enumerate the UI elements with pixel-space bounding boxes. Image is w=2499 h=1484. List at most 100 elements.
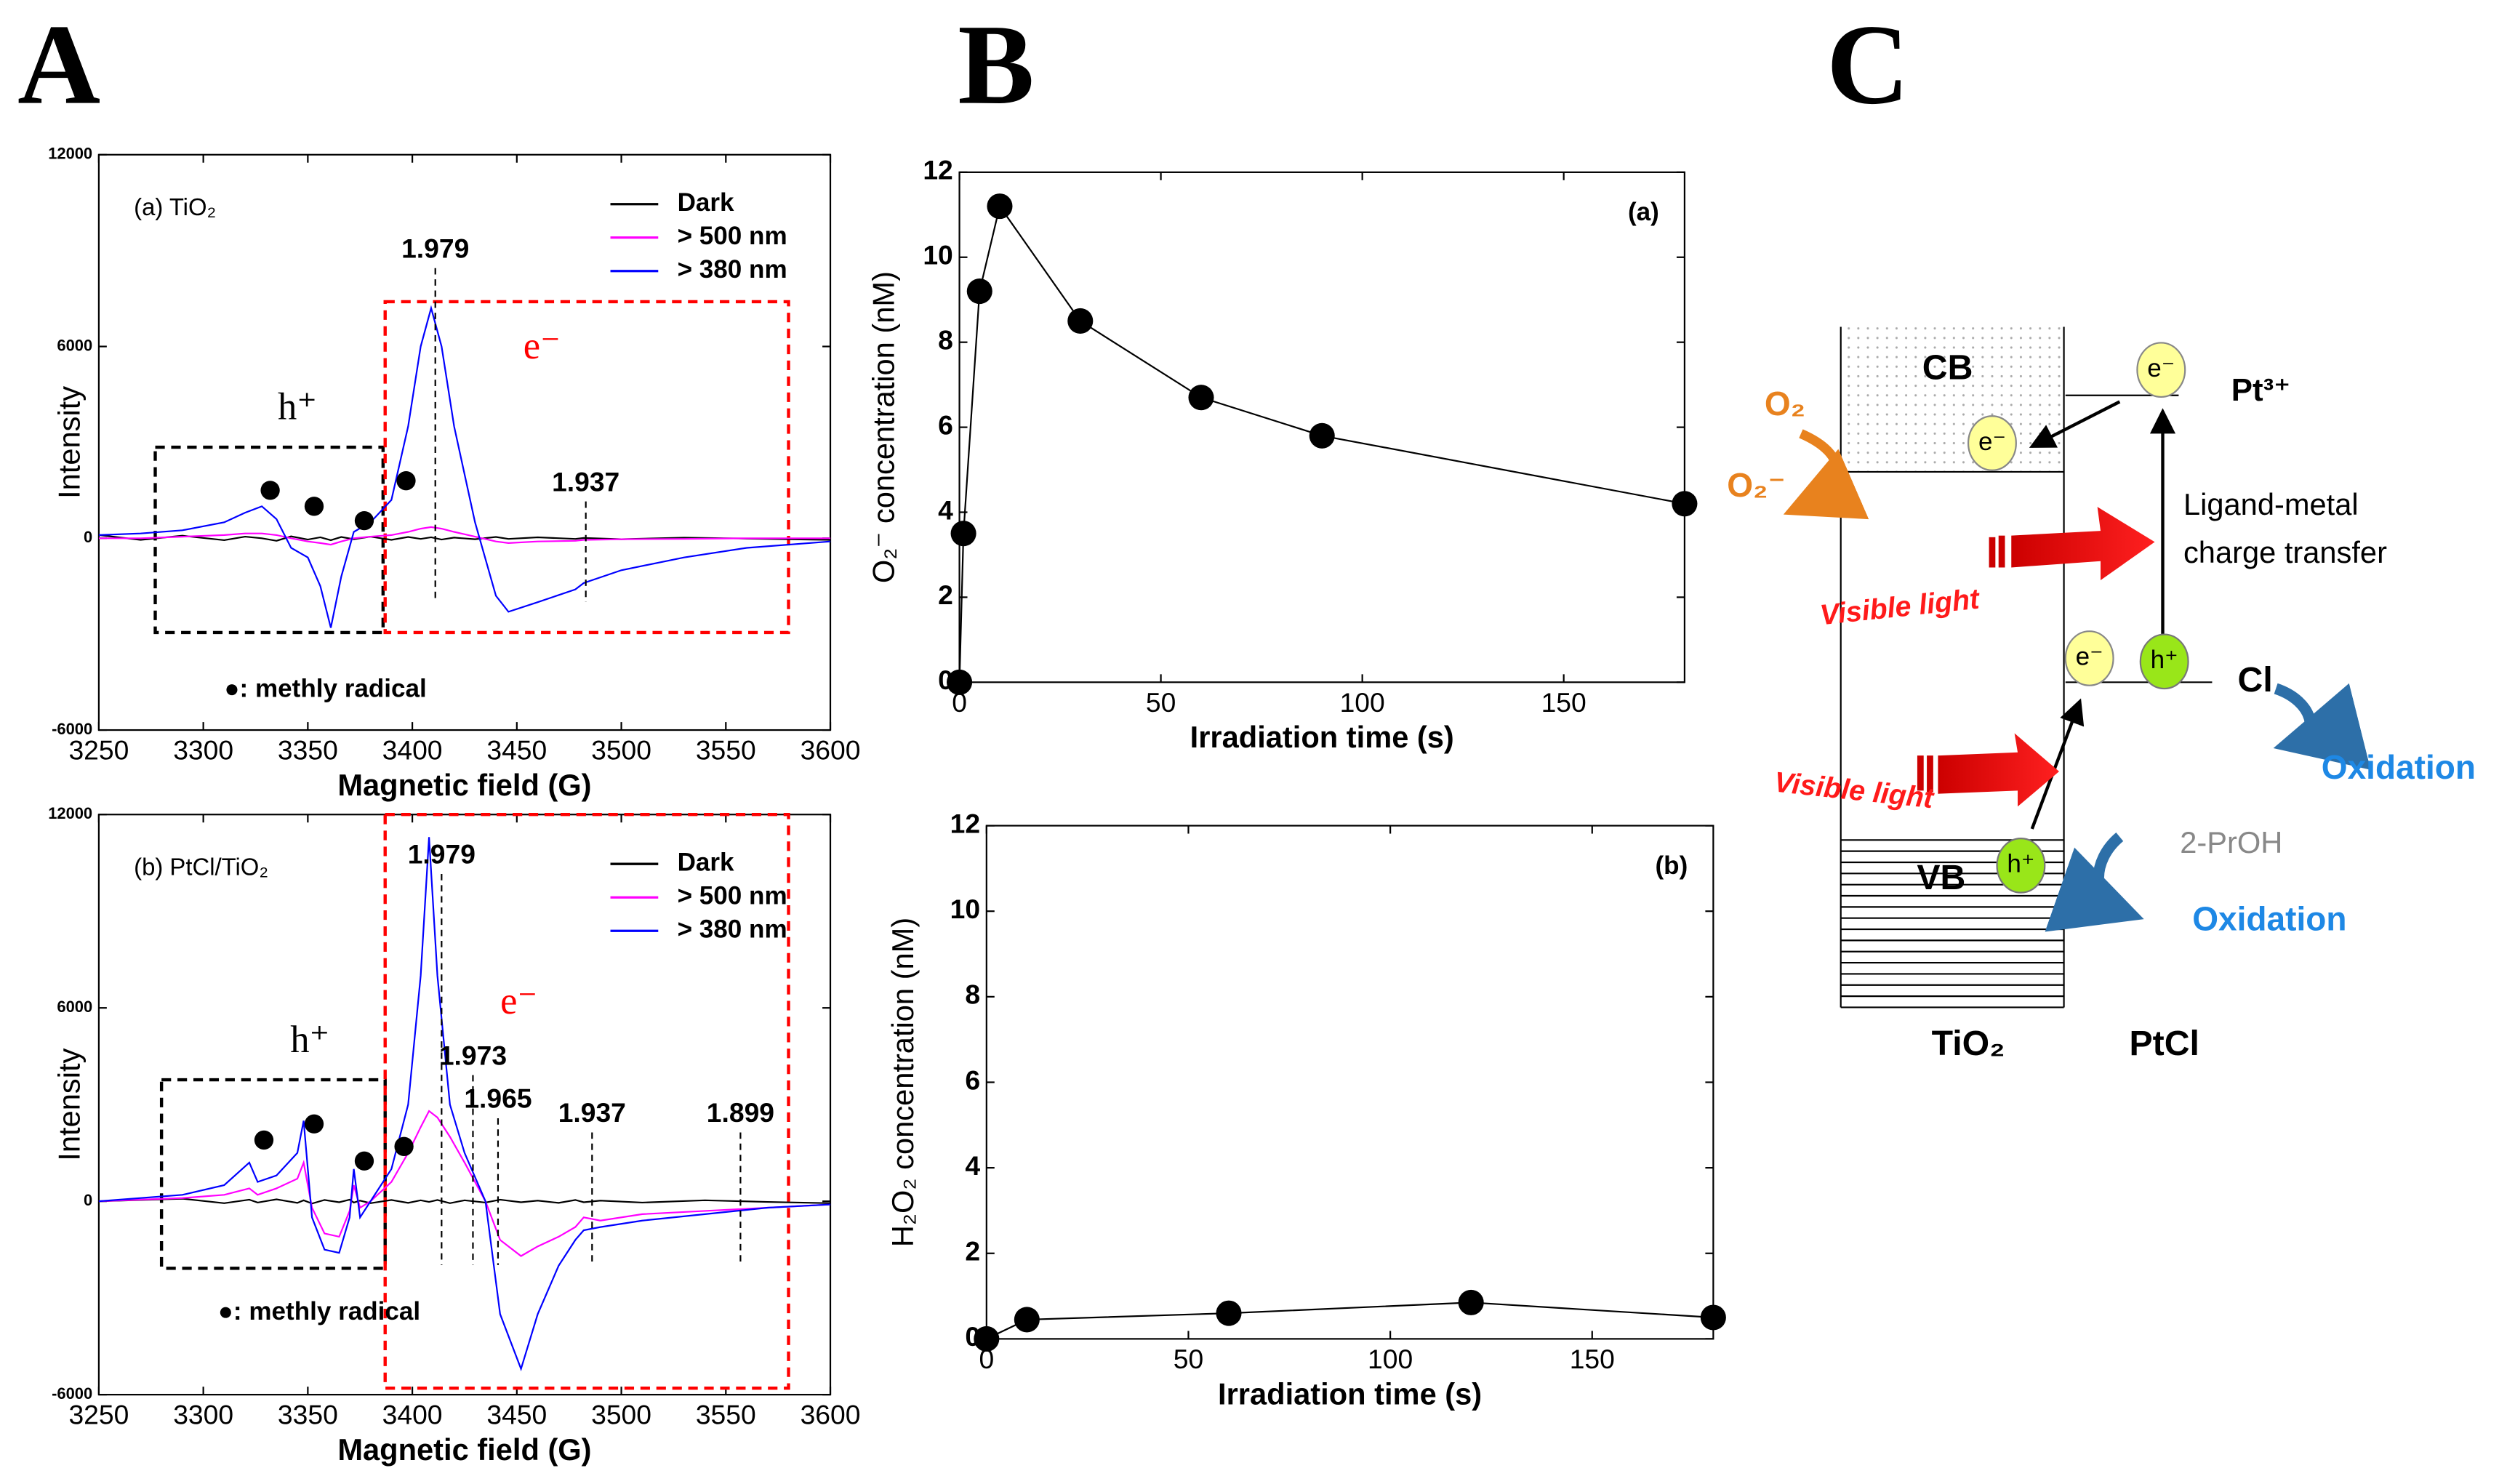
legend-label: > 500 nm [678,881,787,910]
x-tick-label: 3250 [68,735,129,766]
g-marker-label: 1.937 [552,466,619,497]
series-line [98,1110,831,1257]
electron: e⁻ [1967,415,2017,471]
note: ●: methly radical [224,674,426,702]
legend-label: Dark [678,188,734,217]
x-axis-label: Magnetic field (G) [337,768,591,802]
y-tick-label: 10 [950,894,980,924]
y-tick-label: 12000 [48,804,92,822]
y-tick-label: 10 [923,240,952,270]
region-label: h⁺ [278,386,317,428]
g-marker-label: 1.899 [707,1097,774,1128]
y-tick-label: 8 [938,325,953,356]
y-tick-label: -6000 [52,1384,92,1403]
data-point [987,193,1013,220]
data-line [986,1301,1714,1340]
y-tick-label: 0 [84,528,92,546]
y-tick-label: 4 [938,494,953,525]
x-tick-label: 3450 [486,1400,547,1430]
series-line [98,534,831,542]
data-point [1700,1304,1726,1331]
visible-light-label: Visible light [1818,582,1982,631]
g-marker-label: 1.973 [439,1040,507,1070]
y-tick-label: 4 [965,1150,980,1181]
y-tick-label: 12 [950,808,980,838]
g-marker-label: 1.937 [558,1097,626,1128]
legend-label: > 500 nm [678,222,787,250]
x-tick-label: 3400 [382,1400,443,1430]
ptcl-label: PtCl [2129,1024,2199,1063]
radical-dot [394,1136,414,1156]
region-label: h⁺ [290,1019,329,1061]
x-tick-label: 3500 [591,1400,651,1430]
electron: e⁻ [2064,630,2114,686]
x-tick-label: 3450 [486,735,547,766]
g-marker-label: 1.979 [408,839,476,870]
band-diagram: CB VB TiO₂ PtCl Pt³⁺ Cl O₂ O₂⁻ Ligand-me… [1727,326,2476,1063]
data-point [974,1325,1000,1352]
electron-label: e⁻ [2147,354,2175,382]
region-label: e⁻ [524,325,561,367]
x-tick-label: 0 [952,687,967,718]
radical-dot [304,497,324,516]
g-marker-label: 1.965 [464,1083,532,1114]
y-tick-label: 12000 [48,145,92,163]
x-tick-label: 100 [1340,687,1385,718]
x-tick-label: 3400 [382,735,443,766]
y-tick-label: 6 [965,1064,980,1095]
radical-dot [354,510,374,531]
hole-label: h⁺ [2007,850,2034,878]
lmct-label: Ligand-metal [2183,487,2359,521]
y-tick-label: 6000 [57,336,92,354]
hole: h⁺ [2139,633,2189,690]
x-axis-label: Irradiation time (s) [1218,1376,1482,1411]
radical-dot [254,1130,274,1150]
data-point [1309,422,1335,449]
electron: e⁻ [2136,342,2186,398]
x-axis-label: Irradiation time (s) [1190,720,1454,754]
x-tick-label: 3250 [68,1400,129,1430]
y-tick-label: 8 [965,979,980,1010]
data-point [1216,1300,1242,1326]
cb-area [1840,326,2064,472]
x-tick-label: 50 [1146,687,1176,718]
y-tick-label: 2 [938,579,953,610]
g-marker-label: 1.979 [401,233,469,263]
hole-label: h⁺ [2151,646,2178,674]
x-tick-label: 3350 [278,1400,338,1430]
o2-minus-label: O₂⁻ [1727,466,1786,504]
cb-label: CB [1922,348,1973,387]
x-tick-label: 100 [1368,1344,1413,1374]
legend-label: > 380 nm [678,915,787,944]
x-tick-label: 150 [1570,1344,1615,1374]
y-tick-label: 2 [965,1236,980,1267]
y-tick-label: 0 [84,1191,92,1209]
legend-label: > 380 nm [678,255,787,284]
tio2-label: TiO₂ [1932,1024,2005,1063]
y-tick-label: 6000 [57,998,92,1016]
legend-label: Dark [678,848,734,876]
x-tick-label: 3600 [801,1400,861,1430]
pt3-label: Pt³⁺ [2231,372,2291,408]
series-line [98,1198,831,1205]
transfer-arrow [2029,400,2121,448]
radical-dot [260,481,280,500]
proh-label: 2-PrOH [2180,825,2282,859]
x-tick-label: 3600 [801,735,861,766]
chart-title: (b) PtCl/TiO₂ [134,853,268,880]
x-tick-label: 3550 [696,1400,756,1430]
reduction-arrow [1783,429,1869,520]
panel-letter: B [958,1,1034,129]
panel-letter: A [17,1,100,129]
chart-title: (a) TiO₂ [134,193,216,220]
visible-light-label: Visible light [1773,766,1936,815]
region-label: e⁻ [500,980,537,1022]
x-tick-label: 3500 [591,735,651,766]
x-tick-label: 3300 [173,1400,233,1430]
electron-label: e⁻ [2076,643,2103,671]
y-tick-label: 12 [923,155,952,185]
hole: h⁺ [1996,838,2046,894]
plot-frame [97,814,832,1396]
excitation-arrow [2030,698,2085,830]
electron-label: e⁻ [1978,428,2006,456]
